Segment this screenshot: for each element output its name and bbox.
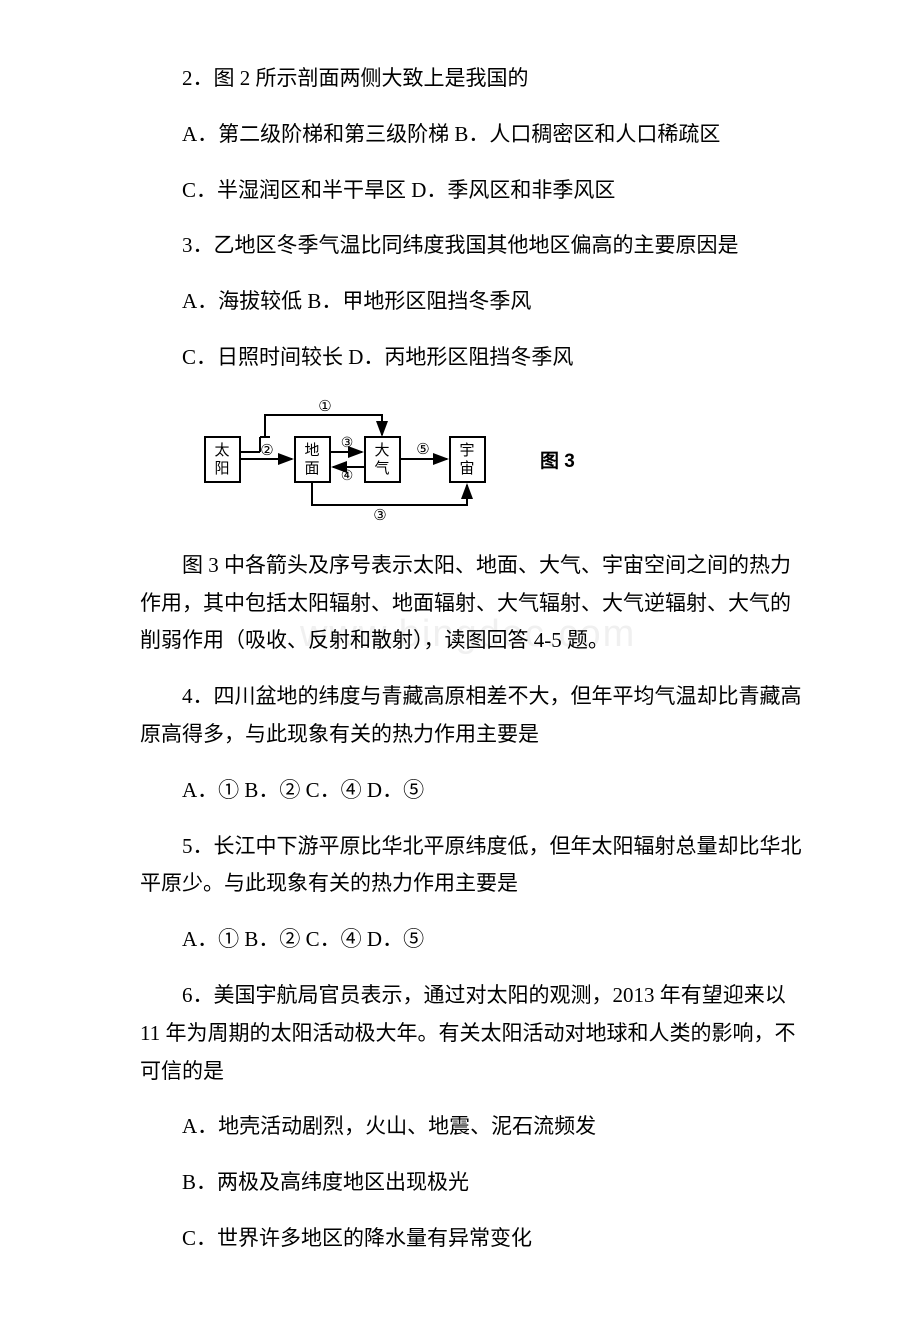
figure-3-wrapper: 太 阳 地 面 大 气 宇 宙 [200,397,810,527]
q6-opt-c: C．世界许多地区的降水量有异常变化 [140,1220,810,1258]
q2-opt-ab: A．第二级阶梯和第三级阶梯 B．人口稠密区和人口稀疏区 [140,116,810,154]
q6-opt-a: A．地壳活动剧烈，火山、地震、泥石流频发 [140,1108,810,1146]
q4-stem: 4．四川盆地的纬度与青藏高原相差不大，但年平均气温却比青藏高原高得多，与此现象有… [140,678,810,754]
box-sun-text2: 阳 [214,460,229,477]
box-ground-text: 地 [304,442,319,459]
q6-opt-b: B．两极及高纬度地区出现极光 [140,1164,810,1202]
document-content: 2．图 2 所示剖面两侧大致上是我国的 A．第二级阶梯和第三级阶梯 B．人口稠密… [140,60,810,1258]
q3-opt-ab: A．海拔较低 B．甲地形区阻挡冬季风 [140,283,810,321]
q3-stem: 3．乙地区冬季气温比同纬度我国其他地区偏高的主要原因是 [140,227,810,265]
figure-3-container: 太 阳 地 面 大 气 宇 宙 [200,397,810,527]
box-space-text: 宇 [459,442,474,459]
figure-3-description: 图 3 中各箭头及序号表示太阳、地面、大气、宇宙空间之间的热力作用，其中包括太阳… [140,547,810,660]
q5-options: A．① B．② C．④ D．⑤ [140,921,810,959]
arrow-3-label: ③ [341,436,354,451]
arrow-2-label: ② [260,443,273,459]
figure-3-diagram: 太 阳 地 面 大 气 宇 宙 [200,397,500,527]
box-atmos-text2: 气 [374,460,389,477]
arrow-4-label: ④ [341,469,354,484]
q5-stem: 5．长江中下游平原比华北平原纬度低，但年太阳辐射总量却比华北平原少。与此现象有关… [140,828,810,904]
q2-opt-cd: C．半湿润区和半干旱区 D．季风区和非季风区 [140,172,810,210]
q6-stem: 6．美国宇航局官员表示，通过对太阳的观测，2013 年有望迎来以 11 年为周期… [140,977,810,1090]
arrow-1-label: ① [318,399,331,415]
box-sun-text: 太 [214,442,229,459]
q3-opt-cd: C．日照时间较长 D．丙地形区阻挡冬季风 [140,339,810,377]
q4-options: A．① B．② C．④ D．⑤ [140,772,810,810]
box-ground-text2: 面 [304,461,319,477]
figure-3-caption: 图 3 [540,445,575,479]
arrow-5-label: ⑤ [416,442,429,458]
box-space-text2: 宙 [459,460,474,477]
q2-stem: 2．图 2 所示剖面两侧大致上是我国的 [140,60,810,98]
arrow-3b-label: ③ [373,508,386,524]
box-atmos-text: 大 [374,442,389,459]
